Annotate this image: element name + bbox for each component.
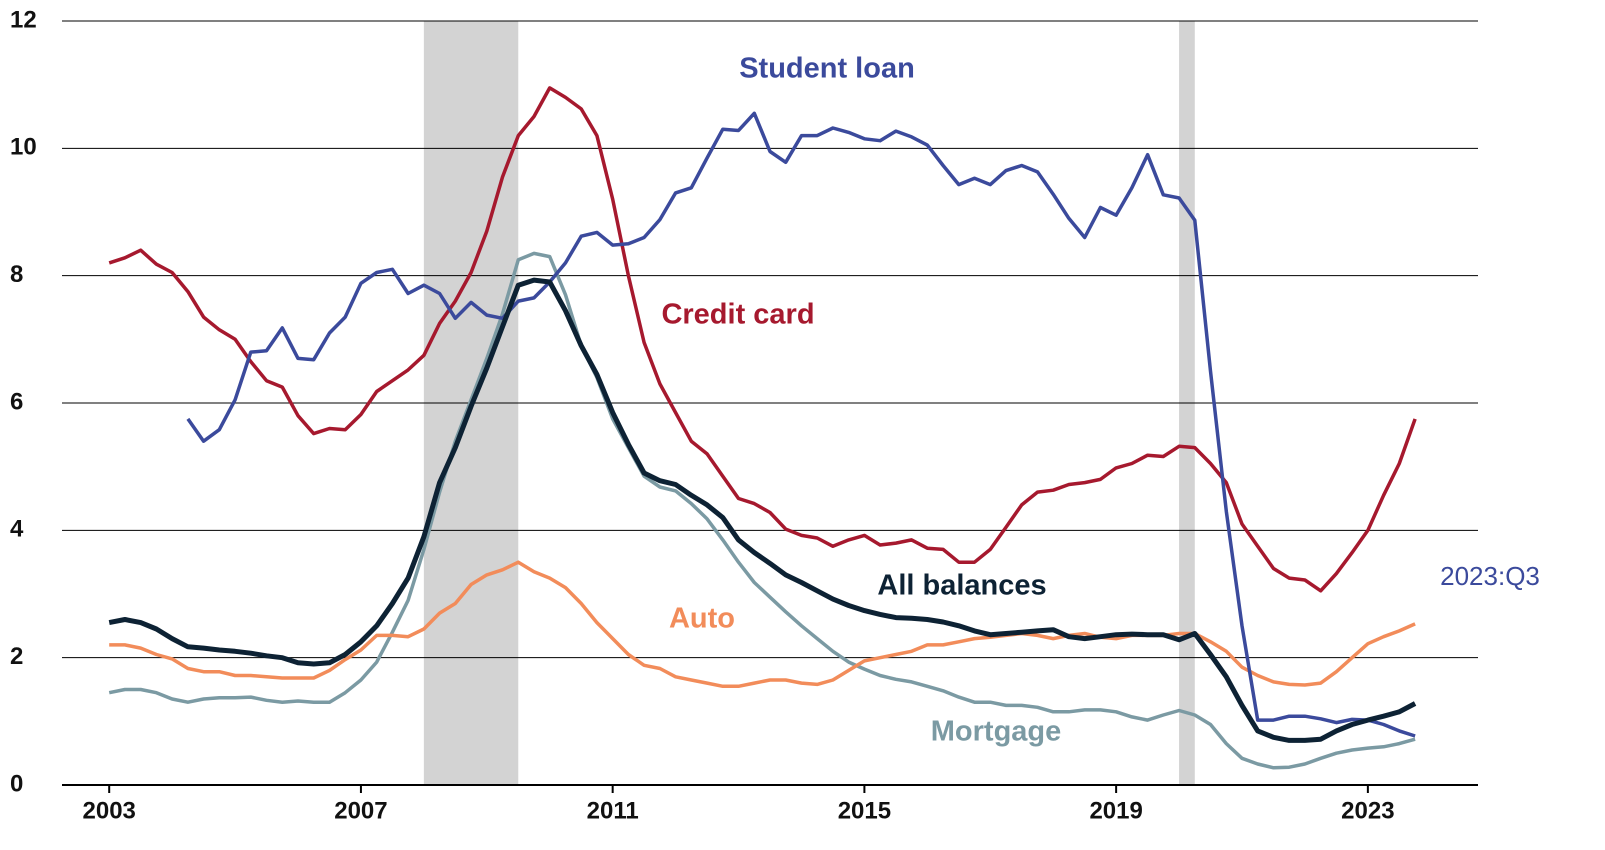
series-line [186, 111, 1416, 738]
x-tick-label: 2003 [83, 797, 136, 824]
series-label: Student loan [739, 53, 915, 85]
x-tick-label: 2007 [334, 797, 387, 824]
y-tick-label: 0 [10, 770, 23, 797]
x-tick-label: 2023 [1341, 797, 1394, 824]
series-label: Credit card [661, 299, 814, 331]
annotation: 2023:Q3 [1440, 561, 1540, 591]
y-tick-label: 6 [10, 388, 23, 415]
y-tick-label: 12 [10, 6, 37, 33]
series-label: All balances [877, 570, 1046, 602]
series-line [108, 251, 1416, 770]
series-label: Mortgage [931, 716, 1062, 748]
x-tick-label: 2015 [838, 797, 891, 824]
x-tick-label: 2019 [1089, 797, 1142, 824]
y-tick-label: 2 [10, 643, 23, 670]
series-label: Auto [669, 603, 735, 635]
series-line [108, 277, 1417, 743]
y-tick-label: 4 [10, 516, 24, 543]
y-tick-label: 8 [10, 261, 23, 288]
y-tick-label: 10 [10, 134, 37, 161]
x-tick-label: 2011 [587, 797, 639, 824]
series-line [108, 86, 1417, 593]
